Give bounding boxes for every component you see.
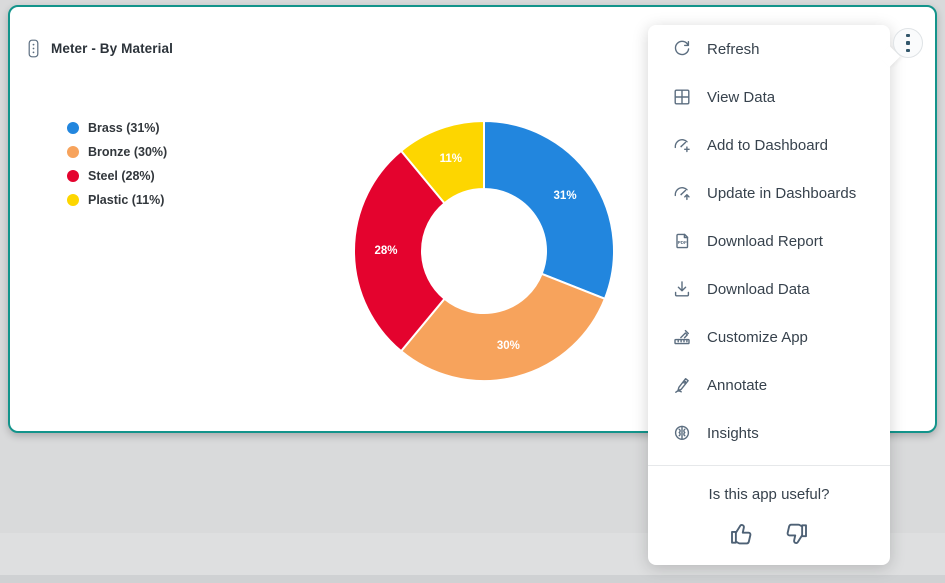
legend-item-bronze[interactable]: Bronze (30%) <box>67 140 167 164</box>
drag-handle-icon[interactable] <box>28 39 39 58</box>
donut-slice-bronze[interactable] <box>400 272 606 382</box>
insights-icon <box>672 423 692 443</box>
donut-slice-steel[interactable] <box>353 149 446 353</box>
menu-item-label: Add to Dashboard <box>707 136 828 154</box>
menu-item-label: Customize App <box>707 328 808 346</box>
customize-app-icon <box>672 327 692 347</box>
kebab-vertical-icon <box>906 33 910 38</box>
legend-dot <box>67 146 79 158</box>
annotate-icon <box>672 375 692 395</box>
download-data-icon <box>672 279 692 299</box>
legend-dot <box>67 170 79 182</box>
menu-item-insights[interactable]: Insights <box>648 409 890 457</box>
donut-slice-brass[interactable] <box>483 120 615 300</box>
menu-item-customize-app[interactable]: Customize App <box>648 313 890 361</box>
background-band-bottom <box>0 575 945 583</box>
widget-title: Meter - By Material <box>51 41 173 56</box>
thumbs-down-icon[interactable] <box>780 519 810 549</box>
menu-item-download-report[interactable]: PDF Download Report <box>648 217 890 265</box>
menu-item-annotate[interactable]: Annotate <box>648 361 890 409</box>
menu-item-view-data[interactable]: View Data <box>648 73 890 121</box>
legend-dot <box>67 122 79 134</box>
legend-label: Bronze (30%) <box>88 145 168 159</box>
donut-slice-plastic[interactable] <box>400 120 485 205</box>
add-to-dashboard-icon <box>672 135 692 155</box>
legend-label: Brass (31%) <box>88 121 160 135</box>
menu-item-label: Annotate <box>707 376 768 394</box>
menu-item-label: Download Report <box>707 232 823 250</box>
menu-item-label: Refresh <box>707 40 760 58</box>
menu-separator <box>648 465 890 466</box>
update-in-dashboards-icon <box>672 183 692 203</box>
download-report-icon: PDF <box>672 231 692 251</box>
view-data-icon <box>672 87 692 107</box>
menu-item-download-data[interactable]: Download Data <box>648 265 890 313</box>
menu-item-label: Insights <box>707 424 759 442</box>
menu-item-label: Update in Dashboards <box>707 184 857 202</box>
kebab-menu-button[interactable] <box>893 28 923 58</box>
chart-legend: Brass (31%) Bronze (30%) Steel (28%) Plasti… <box>67 116 167 212</box>
legend-label: Plastic (11%) <box>88 193 165 207</box>
feedback-section: Is this app useful? <box>648 486 890 549</box>
refresh-icon <box>672 39 692 59</box>
menu-item-refresh[interactable]: Refresh <box>648 25 890 73</box>
svg-text:PDF: PDF <box>678 240 687 245</box>
feedback-question: Is this app useful? <box>708 486 830 503</box>
donut-chart: 31%30%28%11% <box>353 120 615 382</box>
widget-context-menu: Refresh View Data Add to Dashboard Update i… <box>648 25 901 565</box>
menu-item-label: Download Data <box>707 280 810 298</box>
legend-label: Steel (28%) <box>88 169 155 183</box>
legend-item-steel[interactable]: Steel (28%) <box>67 164 167 188</box>
legend-item-brass[interactable]: Brass (31%) <box>67 116 167 140</box>
legend-dot <box>67 194 79 206</box>
thumbs-up-icon[interactable] <box>728 519 758 549</box>
menu-item-add-to-dashboard[interactable]: Add to Dashboard <box>648 121 890 169</box>
card-header: Meter - By Material <box>28 39 173 58</box>
menu-item-update-in-dashboards[interactable]: Update in Dashboards <box>648 169 890 217</box>
menu-item-label: View Data <box>707 88 776 106</box>
legend-item-plastic[interactable]: Plastic (11%) <box>67 188 167 212</box>
